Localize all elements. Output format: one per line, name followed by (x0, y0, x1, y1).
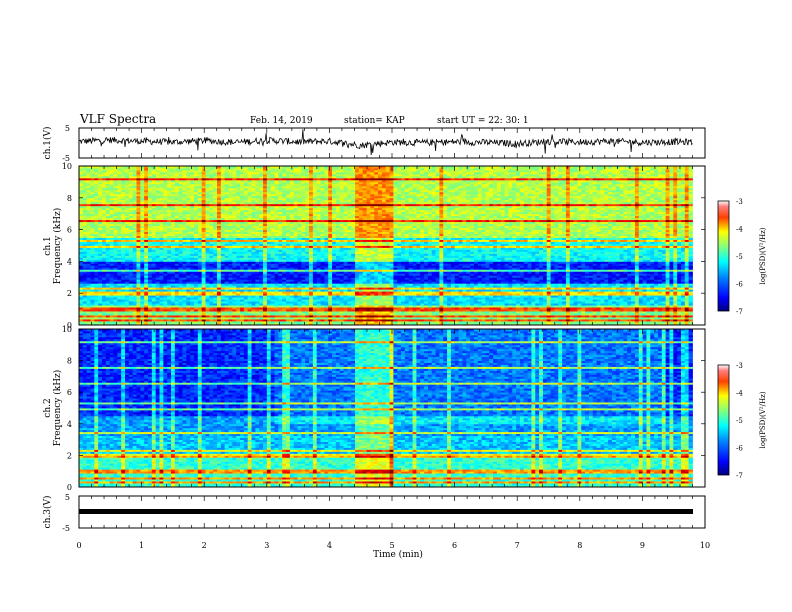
date-label: Feb. 14, 2019 (250, 116, 313, 126)
ch1-waveform-ylabel: ch.1(V) (42, 127, 53, 160)
ch1-waveform-panel: 5 -5 ch.1(V) (42, 124, 705, 163)
station-label: station= KAP (344, 116, 405, 126)
figure-title: VLF Spectra (79, 112, 156, 126)
ch1-spectrogram-cells (79, 166, 693, 325)
start-time-label: start UT = 22: 30: 1 (437, 116, 529, 126)
ch1-ytick-max: 5 (65, 124, 70, 133)
